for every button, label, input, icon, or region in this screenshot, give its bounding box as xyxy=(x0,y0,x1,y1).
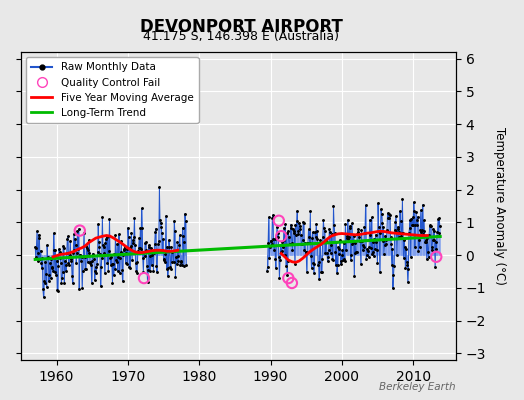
Text: DEVONPORT AIRPORT: DEVONPORT AIRPORT xyxy=(139,18,343,36)
Point xyxy=(75,227,84,234)
Point xyxy=(275,218,283,224)
Legend: Raw Monthly Data, Quality Control Fail, Five Year Moving Average, Long-Term Tren: Raw Monthly Data, Quality Control Fail, … xyxy=(26,57,199,123)
Point xyxy=(432,254,441,260)
Y-axis label: Temperature Anomaly (°C): Temperature Anomaly (°C) xyxy=(493,127,506,285)
Point xyxy=(284,275,292,281)
Text: Berkeley Earth: Berkeley Earth xyxy=(379,382,456,392)
Point xyxy=(277,233,286,239)
Text: 41.175 S, 146.398 E (Australia): 41.175 S, 146.398 E (Australia) xyxy=(143,30,339,43)
Point xyxy=(140,275,148,281)
Point xyxy=(288,280,296,286)
